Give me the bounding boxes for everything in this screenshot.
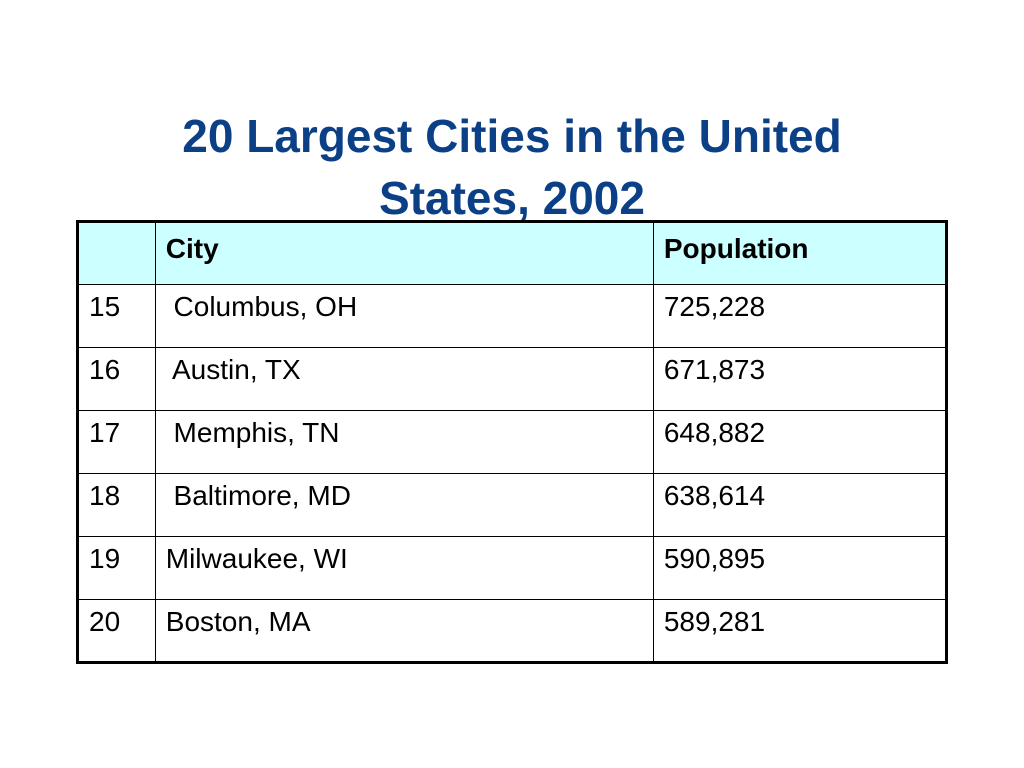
table-body: 15 Columbus, OH 725,228 16 Austin, TX 67…	[77, 284, 948, 663]
rank-cell: 17	[77, 410, 156, 474]
rank-cell: 16	[77, 347, 156, 411]
table-row: 18 Baltimore, MD 638,614	[77, 473, 948, 537]
table-header: City Population	[77, 221, 948, 285]
city-cell: Austin, TX	[154, 347, 654, 411]
slide-title-line-2: States, 2002	[379, 171, 645, 224]
city-cell: Memphis, TN	[154, 410, 654, 474]
table-row: 15 Columbus, OH 725,228	[77, 284, 948, 348]
table-header-row: City Population	[77, 221, 948, 285]
city-cell: Milwaukee, WI	[154, 536, 654, 600]
population-cell: 671,873	[652, 347, 948, 411]
table-row: 17 Memphis, TN 648,882	[77, 410, 948, 474]
rank-cell: 19	[77, 536, 156, 600]
city-cell: Boston, MA	[154, 599, 654, 663]
table-row: 16 Austin, TX 671,873	[77, 347, 948, 411]
rank-cell: 20	[77, 599, 156, 663]
rank-cell: 15	[77, 284, 156, 348]
population-cell: 590,895	[652, 536, 948, 600]
rank-cell: 18	[77, 473, 156, 537]
slide-title: 20 Largest Cities in the United States, …	[0, 105, 1024, 229]
population-cell: 648,882	[652, 410, 948, 474]
city-cell: Baltimore, MD	[154, 473, 654, 537]
header-city: City	[154, 221, 654, 285]
header-rank	[77, 221, 156, 285]
header-population: Population	[652, 221, 948, 285]
city-cell: Columbus, OH	[154, 284, 654, 348]
largest-cities-table: City Population 15 Columbus, OH 725,228 …	[76, 220, 948, 664]
slide-title-line-1: 20 Largest Cities in the United	[182, 109, 842, 162]
table-row: 19 Milwaukee, WI 590,895	[77, 536, 948, 600]
population-cell: 725,228	[652, 284, 948, 348]
population-cell: 589,281	[652, 599, 948, 663]
population-cell: 638,614	[652, 473, 948, 537]
table-row: 20 Boston, MA 589,281	[77, 599, 948, 663]
